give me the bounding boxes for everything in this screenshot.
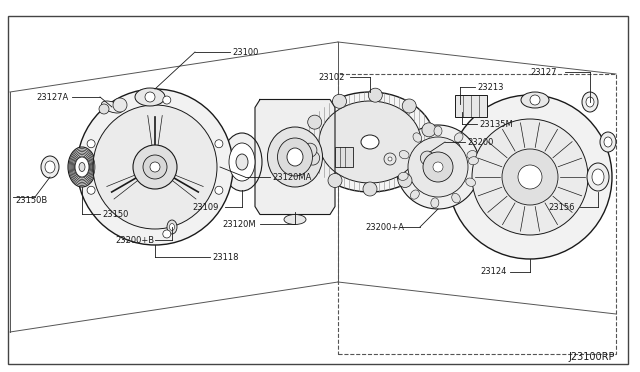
Text: 23200+A: 23200+A xyxy=(365,222,404,231)
Text: 23150B: 23150B xyxy=(15,196,47,205)
Ellipse shape xyxy=(236,154,248,170)
Circle shape xyxy=(215,140,223,148)
Ellipse shape xyxy=(521,92,549,108)
Ellipse shape xyxy=(592,169,604,185)
Ellipse shape xyxy=(413,133,422,142)
Circle shape xyxy=(396,125,480,209)
Ellipse shape xyxy=(167,220,177,234)
Ellipse shape xyxy=(587,163,609,191)
Text: 23124: 23124 xyxy=(480,267,506,276)
Ellipse shape xyxy=(467,151,477,159)
Circle shape xyxy=(402,99,416,113)
Circle shape xyxy=(398,173,412,187)
Bar xyxy=(338,74,616,354)
Circle shape xyxy=(502,149,558,205)
Ellipse shape xyxy=(586,97,594,107)
Circle shape xyxy=(408,137,468,197)
Circle shape xyxy=(150,162,160,172)
Circle shape xyxy=(303,143,317,157)
Ellipse shape xyxy=(454,133,463,142)
Circle shape xyxy=(93,105,217,229)
Ellipse shape xyxy=(170,224,175,231)
Circle shape xyxy=(215,186,223,194)
Ellipse shape xyxy=(466,178,476,186)
Circle shape xyxy=(388,157,392,161)
Ellipse shape xyxy=(399,151,409,159)
Ellipse shape xyxy=(582,92,598,112)
Circle shape xyxy=(87,186,95,194)
Text: 23135M: 23135M xyxy=(479,119,513,128)
Ellipse shape xyxy=(431,198,439,208)
Circle shape xyxy=(99,104,109,114)
Ellipse shape xyxy=(450,142,460,151)
Ellipse shape xyxy=(68,147,96,187)
Bar xyxy=(335,147,353,167)
Circle shape xyxy=(328,173,342,187)
Circle shape xyxy=(333,94,346,108)
Ellipse shape xyxy=(410,190,419,199)
Text: 23213: 23213 xyxy=(477,83,504,92)
Ellipse shape xyxy=(361,135,379,149)
Circle shape xyxy=(384,153,396,165)
Ellipse shape xyxy=(278,138,312,176)
Text: 23200: 23200 xyxy=(467,138,493,147)
Text: 23127: 23127 xyxy=(530,67,557,77)
Circle shape xyxy=(433,162,443,172)
Ellipse shape xyxy=(229,143,255,181)
Text: 23200+B: 23200+B xyxy=(115,235,154,244)
Circle shape xyxy=(518,165,542,189)
Ellipse shape xyxy=(222,133,262,191)
Ellipse shape xyxy=(468,157,479,165)
Text: 23156: 23156 xyxy=(548,202,575,212)
Circle shape xyxy=(308,115,322,129)
Circle shape xyxy=(420,151,435,165)
Circle shape xyxy=(133,145,177,189)
Circle shape xyxy=(423,152,453,182)
Ellipse shape xyxy=(41,156,59,178)
Ellipse shape xyxy=(305,92,435,192)
Ellipse shape xyxy=(284,215,306,224)
Circle shape xyxy=(145,92,155,102)
Text: 23100: 23100 xyxy=(232,48,259,57)
Text: 23109: 23109 xyxy=(192,202,218,212)
Polygon shape xyxy=(255,99,335,215)
Circle shape xyxy=(368,88,382,102)
Ellipse shape xyxy=(268,127,323,187)
Text: 23118: 23118 xyxy=(212,253,239,262)
Ellipse shape xyxy=(600,132,616,152)
Ellipse shape xyxy=(135,88,165,106)
Ellipse shape xyxy=(440,154,447,160)
Text: 23127A: 23127A xyxy=(36,93,68,102)
Ellipse shape xyxy=(79,163,85,171)
Ellipse shape xyxy=(287,148,303,166)
Circle shape xyxy=(448,95,612,259)
Circle shape xyxy=(143,155,167,179)
Bar xyxy=(455,95,487,117)
Circle shape xyxy=(77,89,233,245)
Ellipse shape xyxy=(604,137,612,147)
Ellipse shape xyxy=(452,193,460,203)
Ellipse shape xyxy=(434,126,442,136)
Ellipse shape xyxy=(398,172,408,180)
Ellipse shape xyxy=(45,161,55,173)
Text: J23100RP: J23100RP xyxy=(568,352,615,362)
Ellipse shape xyxy=(319,101,421,183)
Ellipse shape xyxy=(75,157,89,177)
Text: 23120M: 23120M xyxy=(222,219,255,228)
Ellipse shape xyxy=(102,101,122,113)
Circle shape xyxy=(530,95,540,105)
Text: 23102: 23102 xyxy=(318,73,344,81)
Circle shape xyxy=(422,123,436,137)
Circle shape xyxy=(87,140,95,148)
Circle shape xyxy=(163,96,171,104)
Circle shape xyxy=(113,98,127,112)
Text: 23120MA: 23120MA xyxy=(272,173,312,182)
Circle shape xyxy=(163,230,171,238)
Ellipse shape xyxy=(436,151,450,163)
Text: 23150: 23150 xyxy=(102,209,129,218)
Circle shape xyxy=(306,151,319,165)
Circle shape xyxy=(363,182,377,196)
Circle shape xyxy=(472,119,588,235)
